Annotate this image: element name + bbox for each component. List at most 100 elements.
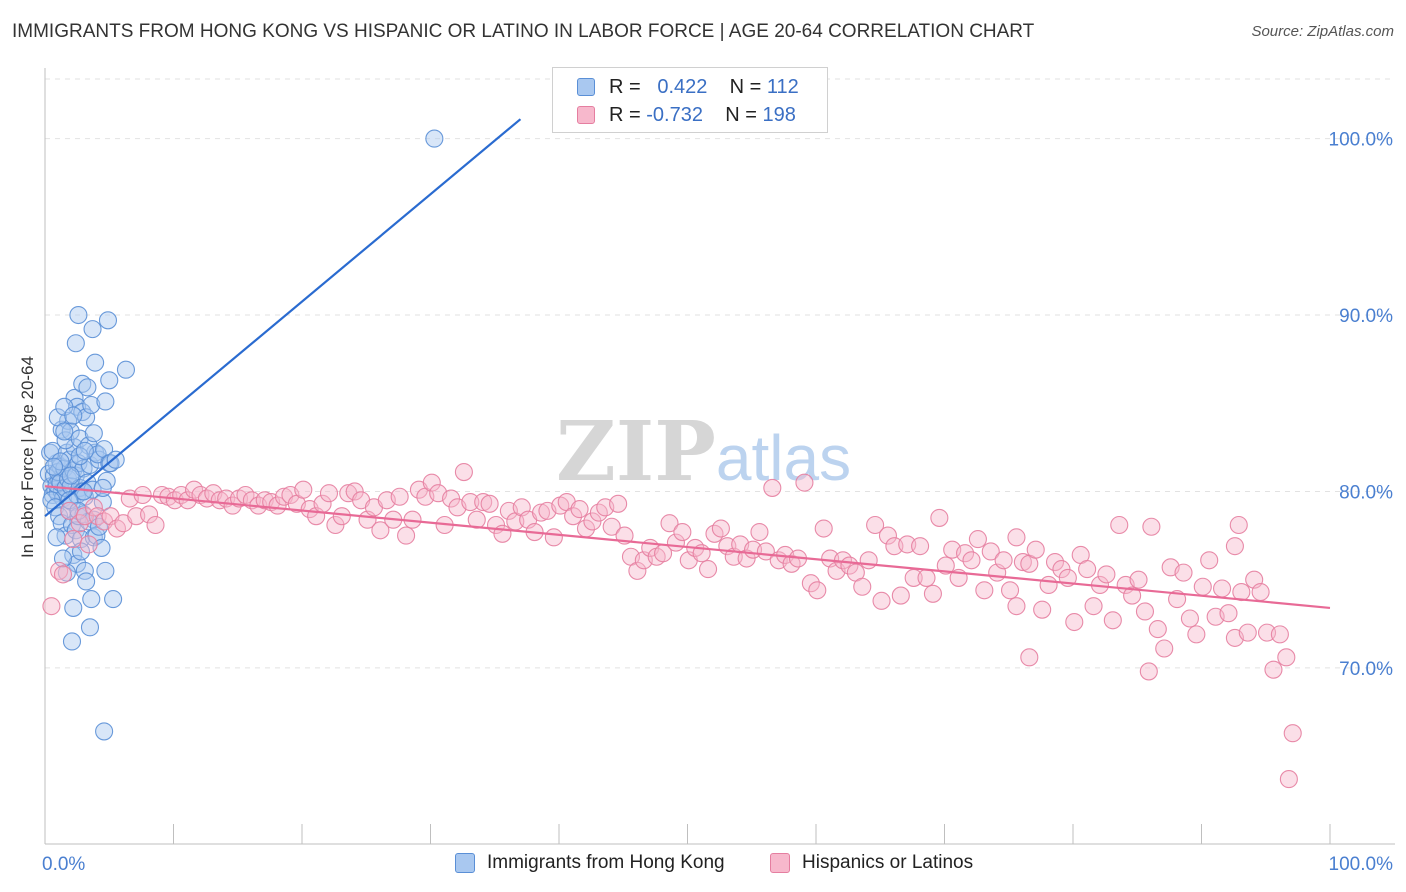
hong-kong-point xyxy=(96,392,115,411)
hispanic-point xyxy=(923,584,942,603)
hispanic-point xyxy=(673,522,692,542)
hong-kong-point xyxy=(62,632,82,651)
hispanic-point xyxy=(390,487,409,506)
hispanic-point xyxy=(1078,560,1097,579)
correlation-legend: R = 0.422 N = 112 R = -0.732 N = 198 xyxy=(552,67,828,133)
hong-kong-point xyxy=(106,450,125,469)
hispanic-point xyxy=(808,581,827,600)
hispanic-point xyxy=(480,494,499,513)
n-label: N = xyxy=(729,75,762,98)
hispanic-point xyxy=(583,512,602,531)
legend-row-hispanic: R = -0.732 N = 198 xyxy=(577,102,796,128)
hispanic-point xyxy=(968,530,987,549)
hispanic-point xyxy=(397,526,416,545)
hispanic-point xyxy=(146,515,165,535)
hong-kong-point xyxy=(86,353,105,372)
r-value: 0.422 xyxy=(657,75,708,98)
hispanic-point xyxy=(602,517,621,536)
hispanic-point xyxy=(1139,662,1158,681)
hispanic-point xyxy=(1135,602,1155,621)
hong-kong-point xyxy=(96,561,115,580)
hong-kong-point xyxy=(98,311,118,330)
hong-kong-point xyxy=(116,360,136,379)
hispanic-point xyxy=(859,551,878,570)
hispanic-point xyxy=(294,480,313,499)
hispanic-point xyxy=(1264,660,1283,679)
y-tick-label: 90.0% xyxy=(1339,306,1393,327)
gridlines xyxy=(45,78,1395,669)
hispanic-point xyxy=(84,498,103,517)
hispanic-point xyxy=(699,560,718,579)
hong-kong-point xyxy=(84,424,103,443)
series-hong-kong-points xyxy=(39,129,444,741)
hispanic-point xyxy=(345,482,364,501)
hong-kong-point xyxy=(75,441,94,460)
hispanic-point xyxy=(1033,600,1052,619)
hong-kong-point xyxy=(69,305,88,325)
hispanic-point xyxy=(570,500,589,519)
legend-label-hong-kong: Immigrants from Hong Kong xyxy=(487,852,725,873)
hispanic-point xyxy=(461,493,480,512)
n-value: 112 xyxy=(766,75,799,98)
hispanic-point xyxy=(1219,604,1238,623)
hispanic-point xyxy=(917,568,936,587)
tick-labels: 70.0% 80.0% 90.0% 100.0% 0.0% 100.0% xyxy=(42,130,1393,875)
watermark: ZIPatlas xyxy=(556,404,851,500)
hispanic-point xyxy=(64,530,83,549)
hispanic-point xyxy=(801,574,820,593)
hispanic-point xyxy=(1013,552,1032,572)
hong-kong-point xyxy=(104,590,123,609)
hispanic-point xyxy=(660,514,679,533)
hispanic-point xyxy=(1187,625,1206,644)
source-credit: Source: ZipAtlas.com xyxy=(1251,23,1394,40)
hispanic-point xyxy=(140,505,159,524)
r-label: R = xyxy=(609,103,641,126)
hispanic-point xyxy=(371,521,390,540)
hispanic-point xyxy=(531,503,551,522)
hong-kong-point xyxy=(425,129,444,148)
hispanic-point xyxy=(609,494,628,513)
hispanic-point xyxy=(79,535,98,554)
hong-kong-point xyxy=(60,491,79,510)
chart-title: IMMIGRANTS FROM HONG KONG VS HISPANIC OR… xyxy=(12,21,1035,42)
hispanic-point xyxy=(53,565,73,584)
hong-kong-point xyxy=(100,371,119,390)
hispanic-point xyxy=(936,556,955,575)
hispanic-point xyxy=(853,577,872,596)
hong-kong-point xyxy=(95,722,114,741)
hispanic-point xyxy=(1148,620,1167,639)
hispanic-point xyxy=(564,507,583,526)
y-tick-label: 100.0% xyxy=(1329,130,1394,151)
hispanic-point xyxy=(1283,724,1302,743)
hispanic-point xyxy=(1238,623,1257,642)
hispanic-point xyxy=(1052,560,1071,579)
hispanic-point xyxy=(42,597,61,616)
legend-swatch-hong-kong xyxy=(455,853,475,873)
hispanic-point xyxy=(1200,551,1219,570)
hong-kong-point xyxy=(78,378,97,397)
hong-kong-point xyxy=(82,395,101,415)
axes xyxy=(44,68,1395,845)
hong-kong-point xyxy=(70,447,89,466)
hispanic-point xyxy=(628,561,647,580)
hong-kong-point xyxy=(64,406,83,425)
legend-row-hong-kong: R = 0.422 N = 112 xyxy=(577,74,799,100)
legend-item-hispanic: Hispanics or Latinos xyxy=(770,852,973,874)
hong-kong-point xyxy=(61,466,80,485)
legend-swatch-hong-kong xyxy=(577,78,595,96)
hispanic-point xyxy=(956,544,975,563)
hispanic-point xyxy=(1277,648,1296,667)
n-label: N = xyxy=(725,103,757,126)
hispanic-point xyxy=(1279,770,1298,789)
hispanic-point xyxy=(1142,517,1161,536)
hong-kong-point xyxy=(73,374,92,393)
hispanic-point xyxy=(795,473,814,492)
hong-kong-point xyxy=(82,590,101,609)
legend-item-hong-kong: Immigrants from Hong Kong xyxy=(455,852,725,874)
hispanic-point xyxy=(1229,515,1248,535)
hispanic-point xyxy=(332,507,351,526)
hispanic-point xyxy=(872,591,891,610)
legend-swatch-hispanic xyxy=(770,853,790,873)
series-hispanic-points xyxy=(42,463,1302,789)
